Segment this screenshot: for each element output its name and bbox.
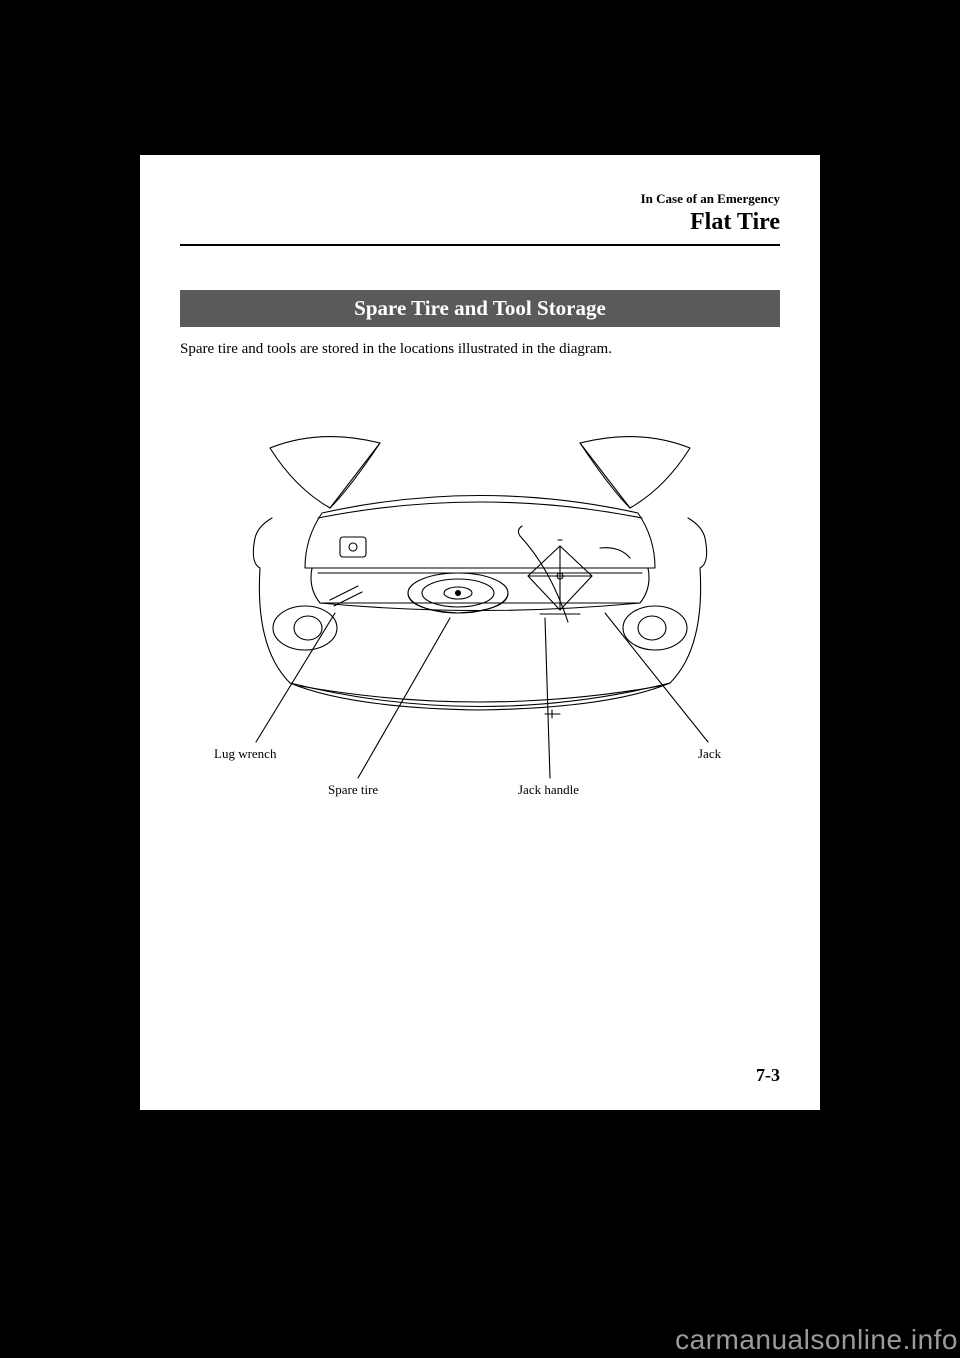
page-number: 7-3: [756, 1065, 780, 1086]
callout-jack-handle: Jack handle: [518, 782, 579, 798]
header-rule: [180, 244, 780, 246]
callout-lug-wrench: Lug wrench: [214, 746, 276, 762]
page-container: In Case of an Emergency Flat Tire Spare …: [140, 155, 820, 1110]
callout-spare-tire: Spare tire: [328, 782, 378, 798]
banner-title: Spare Tire and Tool Storage: [180, 290, 780, 327]
breadcrumb: In Case of an Emergency: [180, 191, 780, 207]
watermark: carmanualsonline.info: [675, 1324, 958, 1356]
trunk-diagram-svg: [200, 418, 760, 838]
callout-jack: Jack: [698, 746, 721, 762]
diagram: Lug wrench Spare tire Jack handle Jack: [200, 418, 760, 838]
section-title: Flat Tire: [180, 209, 780, 236]
intro-text: Spare tire and tools are stored in the l…: [180, 341, 780, 358]
